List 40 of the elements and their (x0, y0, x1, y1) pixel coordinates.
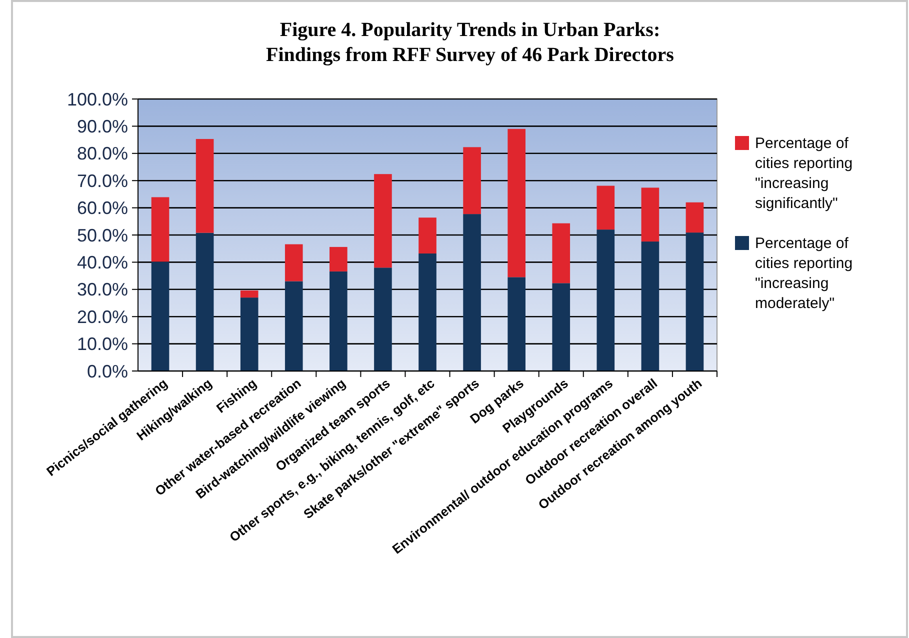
bar (552, 283, 570, 371)
bar (374, 174, 392, 268)
bar (552, 223, 570, 284)
y-tick-label: 80.0% (76, 144, 128, 164)
bar (641, 242, 660, 371)
bar (641, 188, 660, 242)
legend-label: Percentage of cities reporting "increasing moderately" (755, 235, 853, 312)
y-tick-label: 100.0% (66, 89, 128, 110)
y-tick-label: 50.0% (76, 225, 128, 246)
bar (151, 262, 170, 371)
y-tick-label: 30.0% (76, 280, 128, 300)
y-tick-label: 70.0% (76, 170, 128, 191)
bar (686, 202, 704, 233)
bar (330, 246, 348, 272)
bar (463, 214, 481, 371)
bar (240, 298, 258, 371)
bar (151, 197, 170, 262)
bar (596, 186, 615, 230)
bar (284, 244, 303, 282)
bar (196, 232, 214, 371)
bar (463, 147, 481, 214)
bar (418, 218, 436, 254)
bar (508, 128, 526, 278)
bar (284, 281, 303, 371)
bar (686, 232, 704, 371)
bar (374, 268, 392, 371)
y-tick-label: 0.0% (86, 361, 128, 382)
y-tick-label: 20.0% (76, 306, 128, 327)
bar (508, 277, 526, 371)
bar (330, 271, 348, 371)
y-tick-label: 60.0% (76, 198, 128, 218)
legend-label: Percentage of cities reporting "increasing significantly" (755, 135, 853, 212)
y-tick-label: 40.0% (76, 252, 128, 272)
bar (196, 138, 214, 233)
bar (418, 253, 436, 371)
bar (240, 290, 258, 298)
y-tick-label: 10.0% (76, 334, 128, 354)
chart-title: Figure 4. Popularity Trends in Urban Parks: Findings from RFF Survey of 46 Park Directors (266, 19, 674, 66)
bar (596, 230, 615, 371)
y-tick-label: 90.0% (76, 116, 128, 136)
